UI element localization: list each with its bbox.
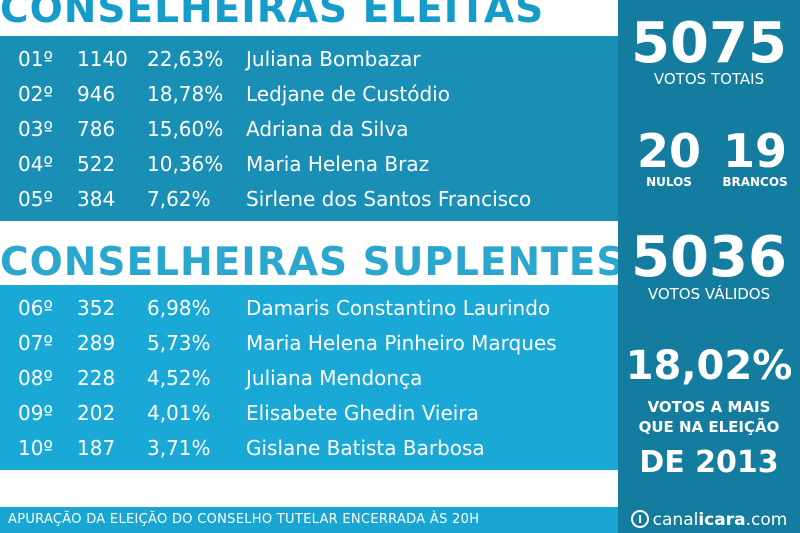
brand-logo[interactable]: canalicara.com xyxy=(618,508,800,532)
table-row: 06º 352 6,98% Damaris Constantino Laurin… xyxy=(0,291,618,326)
rank: 03º xyxy=(18,117,53,141)
vote-percentage: 18,78% xyxy=(147,82,224,106)
candidate-name: Adriana da Silva xyxy=(246,117,409,141)
candidate-name: Maria Helena Braz xyxy=(246,152,430,176)
null-votes-value: 20 xyxy=(636,124,701,178)
candidate-name: Maria Helena Pinheiro Marques xyxy=(246,331,557,355)
vote-count: 384 xyxy=(77,187,116,211)
valid-votes-value: 5036 xyxy=(631,225,787,290)
valid-votes-label: VOTOS VÁLIDOS xyxy=(647,285,771,303)
rank: 02º xyxy=(18,82,53,106)
brand-suffix: .com xyxy=(745,510,788,530)
blank-votes-label: BRANCOS xyxy=(722,175,788,189)
brand-highlight: icara xyxy=(698,510,746,530)
vote-count: 1140 xyxy=(77,47,128,71)
table-row: 08º 228 4,52% Juliana Mendonça xyxy=(0,361,618,396)
rank: 06º xyxy=(18,296,53,320)
table-row: 07º 289 5,73% Maria Helena Pinheiro Marq… xyxy=(0,326,618,361)
candidate-name: Gislane Batista Barbosa xyxy=(246,436,485,460)
vote-count: 202 xyxy=(77,401,116,425)
table-row: 04º 522 10,36% Maria Helena Braz xyxy=(0,147,618,182)
vote-percentage: 5,73% xyxy=(147,331,211,355)
vote-count: 522 xyxy=(77,152,116,176)
table-row: 05º 384 7,62% Sirlene dos Santos Francis… xyxy=(0,182,618,217)
table-row: 09º 202 4,01% Elisabete Ghedin Vieira xyxy=(0,396,618,431)
vote-percentage: 7,62% xyxy=(147,187,211,211)
blank-votes-value: 19 xyxy=(722,124,787,178)
candidate-name: Juliana Bombazar xyxy=(246,47,421,71)
null-votes-label: NULOS xyxy=(646,175,692,189)
vote-percentage: 4,52% xyxy=(147,366,211,390)
brand-prefix: canal xyxy=(652,510,699,530)
table-row: 01º 1140 22,63% Juliana Bombazar xyxy=(0,42,618,77)
vote-count: 352 xyxy=(77,296,116,320)
candidate-name: Juliana Mendonça xyxy=(246,366,423,390)
rank: 01º xyxy=(18,47,53,71)
total-votes-label: VOTOS TOTAIS xyxy=(653,70,765,88)
footer-text: APURAÇÃO DA ELEIÇÃO DO CONSELHO TUTELAR … xyxy=(8,512,480,527)
increase-label-line2: QUE NA ELEIÇÃO xyxy=(638,418,780,436)
elected-title: CONSELHEIRAS ELEITAS xyxy=(0,0,545,32)
info-icon xyxy=(630,510,649,528)
elected-panel: 01º 1140 22,63% Juliana Bombazar 02º 946… xyxy=(0,36,618,221)
vote-percentage: 10,36% xyxy=(147,152,224,176)
vote-percentage: 15,60% xyxy=(147,117,224,141)
vote-percentage: 6,98% xyxy=(147,296,211,320)
vote-count: 187 xyxy=(77,436,116,460)
footer-banner: APURAÇÃO DA ELEIÇÃO DO CONSELHO TUTELAR … xyxy=(0,507,618,533)
rank: 07º xyxy=(18,331,53,355)
increase-label-line3: DE 2013 xyxy=(639,445,779,480)
vote-count: 786 xyxy=(77,117,116,141)
increase-label-line1: VOTOS A MAIS xyxy=(647,398,771,416)
total-votes-value: 5075 xyxy=(631,11,787,76)
stats-sidebar: 5075 VOTOS TOTAIS 20 NULOS 19 BRANCOS 50… xyxy=(618,0,800,533)
vote-percentage: 22,63% xyxy=(147,47,224,71)
candidate-name: Damaris Constantino Laurindo xyxy=(246,296,551,320)
rank: 08º xyxy=(18,366,53,390)
candidate-name: Elisabete Ghedin Vieira xyxy=(246,401,479,425)
table-row: 10º 187 3,71% Gislane Batista Barbosa xyxy=(0,431,618,466)
rank: 05º xyxy=(18,187,53,211)
table-row: 02º 946 18,78% Ledjane de Custódio xyxy=(0,77,618,112)
vote-count: 289 xyxy=(77,331,116,355)
vote-count: 946 xyxy=(77,82,116,106)
vote-percentage: 4,01% xyxy=(147,401,211,425)
rank: 04º xyxy=(18,152,53,176)
vote-count: 228 xyxy=(77,366,116,390)
rank: 09º xyxy=(18,401,53,425)
candidate-name: Ledjane de Custódio xyxy=(246,82,450,106)
table-row: 03º 786 15,60% Adriana da Silva xyxy=(0,112,618,147)
alternates-panel: 06º 352 6,98% Damaris Constantino Laurin… xyxy=(0,285,618,470)
vote-percentage: 3,71% xyxy=(147,436,211,460)
increase-percentage: 18,02% xyxy=(625,343,793,389)
alternates-title: CONSELHEIRAS SUPLENTES xyxy=(0,240,626,285)
rank: 10º xyxy=(18,436,53,460)
candidate-name: Sirlene dos Santos Francisco xyxy=(246,187,532,211)
results-area: CONSELHEIRAS ELEITAS 01º 1140 22,63% Jul… xyxy=(0,0,624,533)
